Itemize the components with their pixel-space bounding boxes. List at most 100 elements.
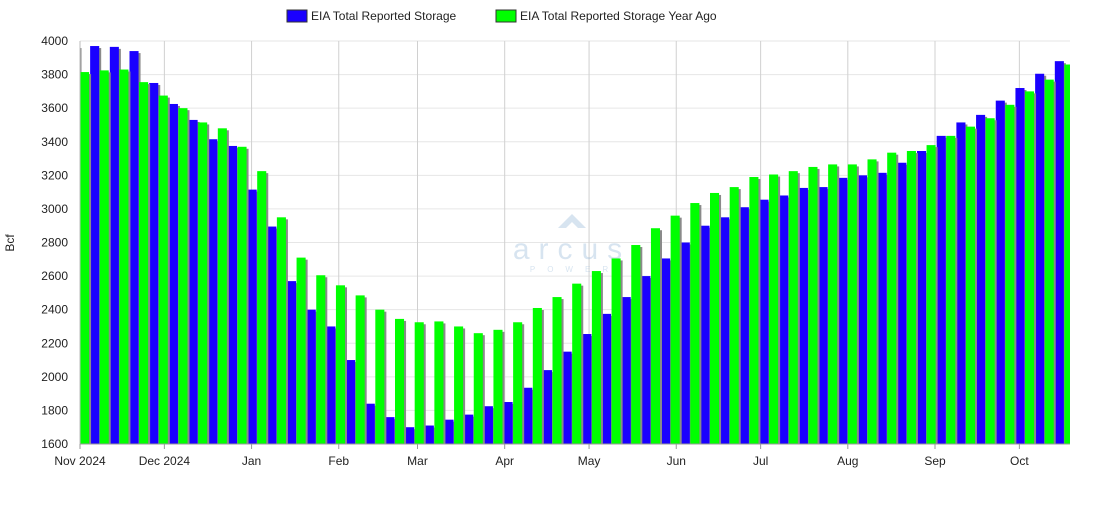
bar-year-ago — [178, 108, 188, 444]
bar-current — [582, 334, 592, 444]
bar-year-ago — [395, 318, 405, 444]
bar-year-ago — [493, 329, 503, 444]
y-tick-label: 3000 — [41, 202, 68, 216]
bar-current — [346, 360, 356, 444]
x-tick-label: Dec 2024 — [139, 454, 191, 468]
bars — [80, 46, 1070, 444]
bar-current — [641, 276, 651, 444]
bar-current — [1015, 88, 1025, 444]
bar-year-ago — [158, 95, 168, 444]
bar-current — [464, 414, 474, 444]
bar-current — [149, 82, 159, 444]
legend-swatch-year-ago[interactable] — [495, 9, 517, 23]
bar-current — [759, 199, 769, 444]
y-tick-label: 3600 — [41, 101, 68, 115]
bar-year-ago — [375, 309, 385, 444]
legend-label-year-ago[interactable]: EIA Total Reported Storage Year Ago — [520, 9, 717, 23]
x-tick-label: Aug — [837, 454, 858, 468]
arcus-power-watermark: arcus POWER — [513, 214, 622, 274]
y-tick-label: 3200 — [41, 168, 68, 182]
bar-current — [306, 309, 316, 444]
bar-current — [385, 417, 395, 444]
x-tick-label: Mar — [407, 454, 428, 468]
bar-current — [995, 100, 1005, 444]
bar-current — [483, 406, 493, 444]
legend: EIA Total Reported Storage EIA Total Rep… — [286, 9, 717, 23]
bar-current — [267, 226, 277, 444]
bar-year-ago — [257, 171, 267, 444]
bar-year-ago — [316, 275, 326, 444]
bar-current — [976, 114, 986, 444]
bar-year-ago — [828, 164, 838, 444]
y-tick-label: 3800 — [41, 68, 68, 82]
y-tick-label: 4000 — [41, 34, 68, 48]
bar-year-ago — [631, 245, 641, 444]
bar-year-ago — [99, 70, 109, 444]
bar-year-ago — [513, 322, 523, 444]
bar-current — [897, 162, 907, 444]
bar-current — [424, 425, 434, 444]
bar-current — [1035, 73, 1045, 444]
bar-current — [956, 122, 966, 444]
bar-current — [503, 402, 513, 444]
bar-current — [936, 135, 946, 444]
y-tick-label: 1600 — [41, 437, 68, 451]
bar-year-ago — [710, 192, 720, 444]
legend-swatch-current[interactable] — [286, 9, 308, 23]
bar-year-ago — [670, 215, 680, 444]
bar-current — [247, 189, 257, 444]
bar-year-ago — [926, 145, 936, 444]
bar-year-ago — [808, 166, 818, 444]
bar-year-ago — [139, 82, 149, 444]
bar-current — [208, 139, 218, 444]
x-tick-label: Feb — [328, 454, 349, 468]
bar-year-ago — [237, 146, 247, 444]
bar-current — [917, 150, 927, 444]
x-tick-label: Jan — [242, 454, 261, 468]
axes: 1600 1800 2000 2200 2400 2600 2800 3000 3200 3400… — [41, 34, 1070, 468]
bar-year-ago — [729, 187, 739, 444]
bar-year-ago — [965, 126, 975, 444]
y-tick-label: 2000 — [41, 370, 68, 384]
bar-current — [542, 370, 552, 444]
bar-year-ago — [80, 72, 90, 444]
y-tick-label: 2600 — [41, 269, 68, 283]
bar-current — [1054, 61, 1064, 444]
bar-year-ago — [473, 333, 483, 444]
bar-current — [444, 419, 454, 444]
y-tick-label: 2800 — [41, 236, 68, 250]
bar-year-ago — [690, 203, 700, 444]
bar-current — [661, 258, 671, 444]
bar-year-ago — [1005, 104, 1015, 444]
bar-current — [523, 387, 533, 444]
bar-current — [818, 187, 828, 444]
bar-year-ago — [650, 228, 660, 444]
bar-year-ago — [119, 69, 129, 444]
bar-year-ago — [217, 128, 227, 444]
x-tick-label: Apr — [495, 454, 514, 468]
bar-current — [90, 46, 100, 444]
bar-year-ago — [769, 174, 779, 444]
bar-current — [621, 297, 631, 444]
x-tick-label: Oct — [1010, 454, 1029, 468]
x-tick-label: May — [578, 454, 601, 468]
bar-year-ago — [335, 285, 345, 444]
watermark-triangle-icon — [558, 214, 586, 228]
bar-year-ago — [906, 150, 916, 444]
bar-current — [326, 326, 336, 444]
bar-year-ago — [198, 122, 208, 444]
legend-label-current[interactable]: EIA Total Reported Storage — [311, 9, 457, 23]
bar-current — [838, 177, 848, 444]
x-tick-label: Jun — [667, 454, 686, 468]
bar-year-ago — [454, 326, 464, 444]
bar-current — [680, 242, 690, 444]
bar-year-ago — [788, 171, 798, 444]
bar-current — [562, 351, 572, 444]
bar-year-ago — [276, 217, 286, 444]
bar-year-ago — [1025, 91, 1035, 444]
bar-current — [365, 403, 375, 444]
bar-year-ago — [434, 321, 444, 444]
bar-current — [720, 217, 730, 444]
bar-year-ago — [414, 322, 424, 444]
bar-current — [700, 225, 710, 444]
